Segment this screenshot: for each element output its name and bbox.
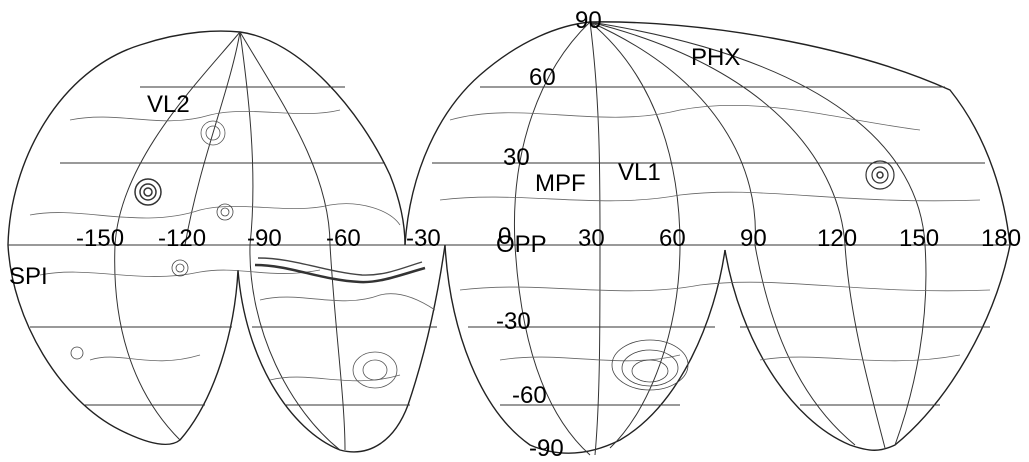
site-label-vl1: VL1 [618,159,661,186]
valles-marineris [254,263,426,284]
lon-label-minus30: -30 [406,225,441,252]
south-lobe-1 [7,244,239,445]
lat-label-minus30: -30 [496,308,531,335]
south-lobe-2 [237,244,446,453]
site-label-opp: OPP [496,231,547,258]
lon-label-minus60: -60 [326,225,361,252]
site-label-spi: SPI [9,263,48,290]
meridian [589,21,886,449]
south-lobe-4 [724,244,1011,451]
topographic-contours [29,104,991,391]
lat-label-minus60: -60 [512,382,547,409]
lon-label-minus120: -120 [158,225,207,252]
argyre-basin [352,351,398,389]
meridian [513,21,591,456]
meridian [589,21,856,446]
hellas-basin [611,339,689,391]
site-label-phx: PHX [691,44,741,71]
graticule [8,21,1012,456]
elysium-mons [865,160,895,190]
lat-label-minus90: -90 [529,435,564,462]
right-lobe-north [404,21,1011,246]
meridian [589,21,601,456]
meridian [239,31,341,451]
meridian [114,31,241,441]
lat-label-60: 60 [529,64,556,91]
left-lobe-north [7,30,406,246]
lon-label-180: 180 [981,225,1022,252]
map-outline [7,21,1011,454]
lon-label-150: 150 [899,225,940,252]
lon-label-30: 30 [578,225,605,252]
lon-label-60: 60 [659,225,686,252]
lon-label-0: 0 [498,223,512,250]
south-lobe-3 [444,244,726,454]
meridian [239,31,346,451]
lon-label-120: 120 [817,225,858,252]
lat-label-30: 30 [503,144,530,171]
meridian [184,31,241,246]
lat-label-90: 90 [575,7,602,34]
lon-label-minus90: -90 [247,225,282,252]
lon-label-minus150: -150 [76,225,125,252]
meridian [589,21,927,446]
meridian [589,21,681,449]
olympus-mons [134,178,162,206]
site-label-mpf: MPF [535,170,586,197]
site-label-vl2: VL2 [147,91,190,118]
lon-label-90: 90 [740,225,767,252]
